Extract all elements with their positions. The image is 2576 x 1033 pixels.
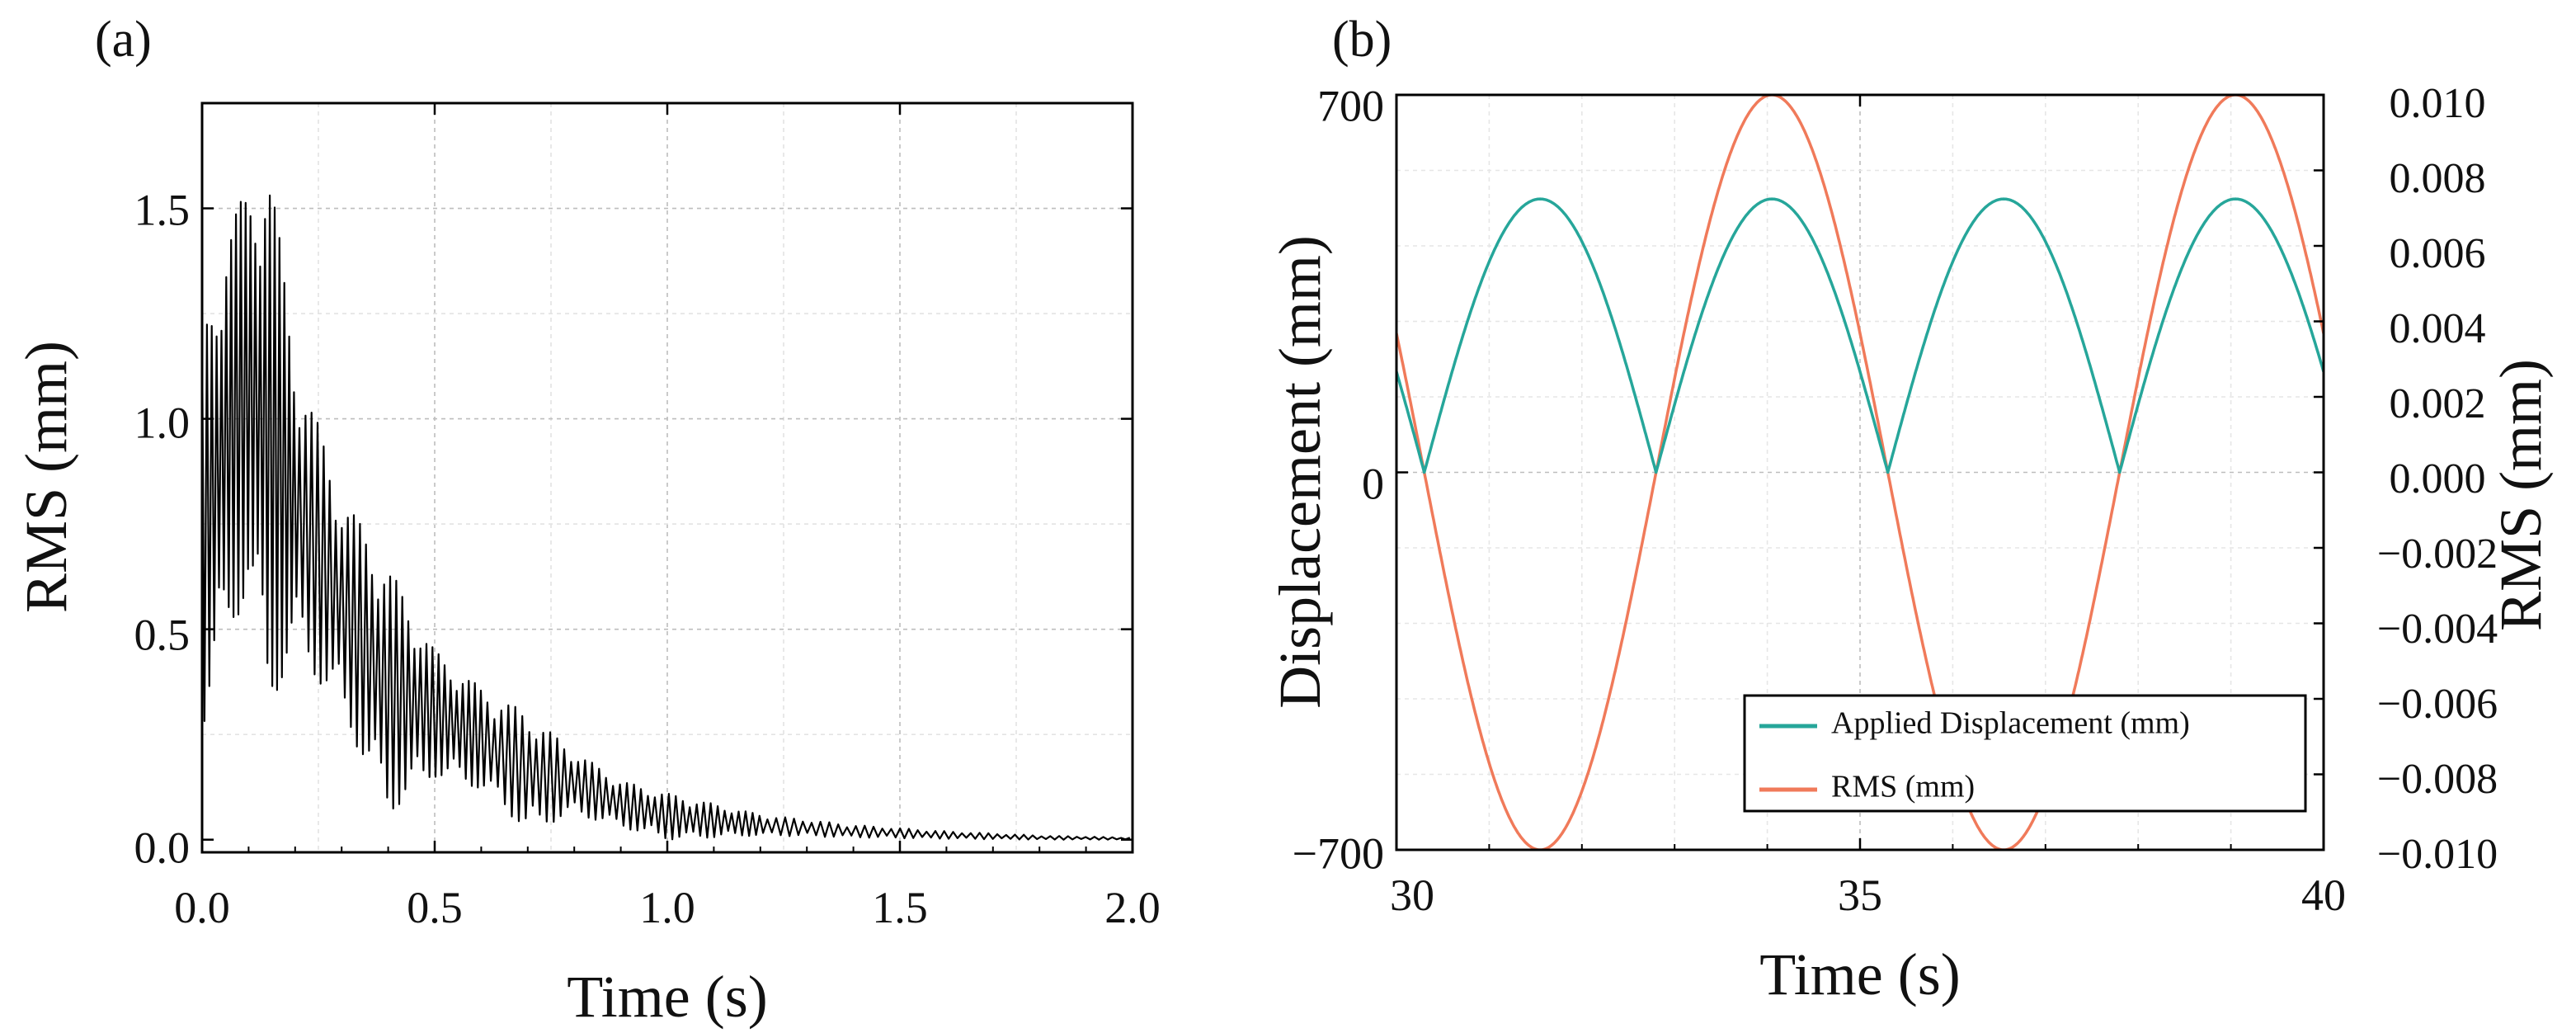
panel-a-ytick-label: 1.0 bbox=[134, 398, 191, 447]
panel-a-ticks bbox=[200, 103, 1134, 852]
panel-a-xtick-label: 2.0 bbox=[1104, 883, 1161, 932]
panel-b-left-y-axis-title: Displacement (mm) bbox=[1267, 235, 1333, 709]
panel-b-right-ytick-label: 0.004 bbox=[2390, 305, 2486, 352]
panel-b-xtick-label: 30 bbox=[1390, 870, 1434, 920]
panel-b-right-ytick-label: −0.008 bbox=[2377, 756, 2498, 803]
panel-a-xtick-label: 1.5 bbox=[872, 883, 928, 932]
applied-displacement-series-line bbox=[1396, 197, 2324, 474]
rms-series-line bbox=[1396, 95, 2324, 850]
legend-label-applied-displacement: Applied Displacement (mm) bbox=[1831, 706, 2190, 741]
panel-a: (a) 0.0 0.5 1.0 1.5 0.0 0.5 1.0 1.5 2.0 … bbox=[13, 12, 1161, 1030]
panel-b-ytick-label: 700 bbox=[1317, 81, 1384, 130]
panel-b-label: (b) bbox=[1332, 12, 1392, 68]
panel-a-x-axis-title: Time (s) bbox=[567, 964, 767, 1030]
panel-b-right-ytick-label: −0.010 bbox=[2377, 831, 2498, 878]
panel-b-right-ytick-label: 0.002 bbox=[2390, 380, 2486, 427]
panel-b-xtick-label: 35 bbox=[1838, 870, 1882, 920]
panel-b-right-ytick-label: −0.006 bbox=[2377, 681, 2498, 728]
panel-a-label: (a) bbox=[95, 12, 152, 68]
panel-b-right-ytick-label: 0.008 bbox=[2390, 155, 2486, 202]
panel-b-x-axis-title: Time (s) bbox=[1759, 941, 1960, 1007]
panel-b-right-ytick-label: −0.002 bbox=[2377, 531, 2498, 578]
panel-a-grid bbox=[202, 103, 1133, 852]
panel-b-legend: Applied Displacement (mm) RMS (mm) bbox=[1743, 694, 2307, 813]
rms-decay-series-line bbox=[202, 194, 1131, 841]
panel-b-right-ytick-label: 0.000 bbox=[2390, 455, 2486, 502]
panel-a-xtick-label: 1.0 bbox=[639, 883, 695, 932]
panel-a-xtick-label: 0.5 bbox=[407, 883, 463, 932]
panel-a-ytick-label: 0.0 bbox=[134, 823, 191, 872]
panel-b-ytick-label: 0 bbox=[1362, 459, 1384, 508]
panel-b-right-ytick-label: −0.004 bbox=[2377, 606, 2498, 653]
panel-a-xtick-label: 0.0 bbox=[174, 883, 230, 932]
panel-b-ytick-label: −700 bbox=[1293, 828, 1384, 878]
panel-a-ytick-label: 0.5 bbox=[134, 610, 191, 659]
legend-box bbox=[1743, 694, 2307, 813]
panel-b-right-y-axis-title: RMS (mm) bbox=[2488, 359, 2554, 631]
legend-label-rms: RMS (mm) bbox=[1831, 770, 1975, 804]
panel-b: (b) 700 0 −700 0.010 0.008 0.006 0.004 0… bbox=[1267, 12, 2554, 1007]
panel-b-right-ytick-label: 0.006 bbox=[2390, 230, 2486, 277]
panel-a-plot-area bbox=[202, 194, 1131, 841]
panel-b-xtick-label: 40 bbox=[2301, 870, 2346, 920]
panel-b-ticks bbox=[1395, 93, 2325, 851]
panel-a-ytick-label: 1.5 bbox=[134, 185, 191, 234]
panel-b-plot-area bbox=[1396, 95, 2324, 850]
panel-b-right-ytick-label: 0.010 bbox=[2390, 80, 2486, 127]
panel-a-y-axis-title: RMS (mm) bbox=[13, 341, 79, 613]
